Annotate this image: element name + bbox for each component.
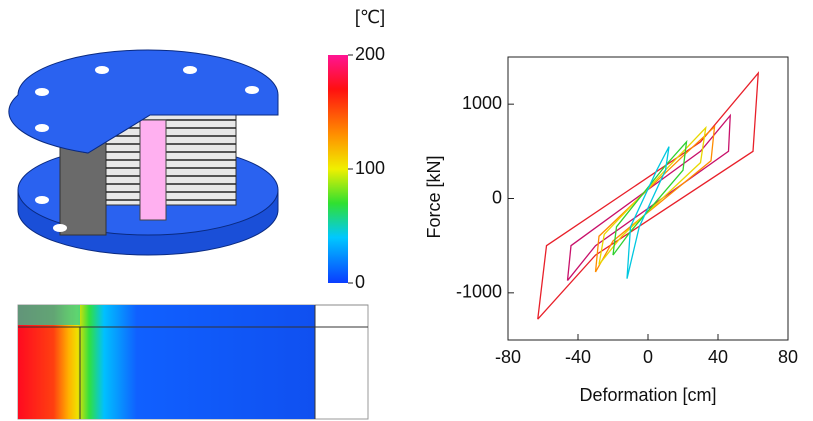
hysteresis-loop — [566, 113, 731, 281]
hysteresis-loop — [537, 71, 760, 320]
y-tick-label: -1000 — [456, 282, 502, 302]
colorbar-tick-label: 200 — [355, 44, 385, 64]
plot-frame — [507, 56, 789, 341]
bearing-illustration — [8, 49, 279, 256]
colorbar — [328, 55, 348, 283]
x-tick-label: -80 — [495, 347, 521, 367]
x-axis-label: Deformation [cm] — [579, 385, 716, 405]
temperature-section — [17, 304, 369, 420]
colorbar-label: [℃] — [355, 7, 385, 27]
y-tick-label: 1000 — [462, 93, 502, 113]
x-tick-label: 80 — [778, 347, 798, 367]
hysteresis-loop — [594, 125, 716, 273]
y-tick-label: 0 — [492, 187, 502, 207]
hysteresis-loop — [626, 146, 670, 279]
x-tick-label: 0 — [643, 347, 653, 367]
x-tick-label: -40 — [565, 347, 591, 367]
y-axis-label: Force [kN] — [424, 155, 444, 238]
colorbar-tick-label: 0 — [355, 272, 365, 292]
hysteresis-loop — [598, 125, 707, 265]
colorbar-tick-label: 100 — [355, 158, 385, 178]
x-tick-label: 40 — [708, 347, 728, 367]
